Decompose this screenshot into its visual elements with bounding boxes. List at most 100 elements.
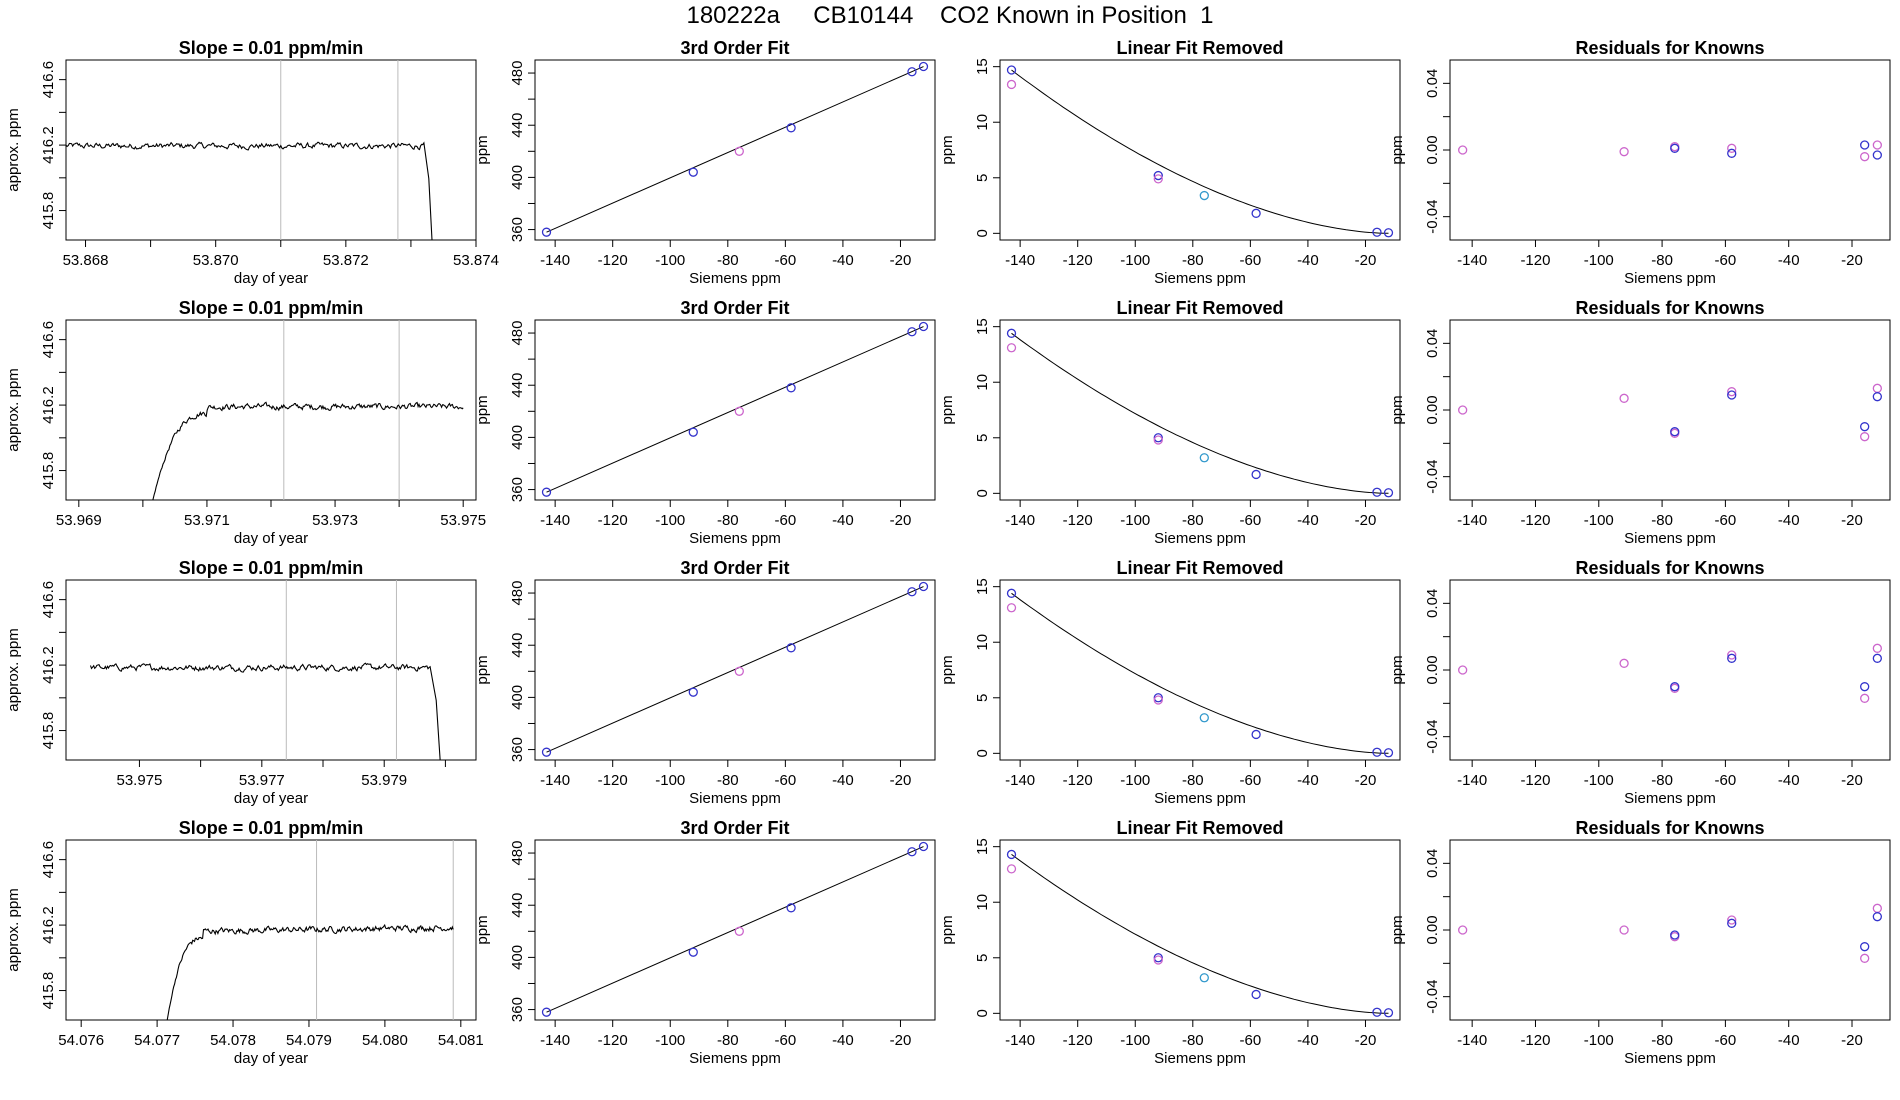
panel-r3-c3-point bbox=[1872, 912, 1882, 922]
panel-r3-c3-point bbox=[1727, 915, 1737, 925]
panel-r0-c3-point bbox=[1670, 143, 1680, 153]
panel-r3-c0-xtick-label: 54.078 bbox=[210, 1032, 256, 1049]
panel-r1-c3-ytick-label: 0.00 bbox=[1424, 395, 1441, 424]
panel-r2-c3-xtick-label: -140 bbox=[1457, 772, 1487, 789]
panel-r3-c2-point bbox=[1006, 849, 1017, 860]
panel-r1-c1-ylabel: ppm bbox=[474, 395, 491, 424]
panel-r2-c1-plot-area bbox=[541, 581, 929, 757]
panel-r2-c0-xtick-label: 53.979 bbox=[361, 772, 407, 789]
panel-r3-c0-frame bbox=[65, 839, 477, 1021]
panel-r1-c1-xtick-label: -40 bbox=[832, 512, 854, 529]
panel-r3-c1-xlabel: Siemens ppm bbox=[689, 1050, 781, 1067]
panel-r3-c0: Slope = 0.01 ppm/min 54.076 54.077 54.078 54… bbox=[5, 818, 484, 1067]
panel-r0-c2-xlabel: Siemens ppm bbox=[1154, 270, 1246, 287]
panel-r3-c3-point bbox=[1860, 942, 1870, 952]
panel-r2-c1-xtick-label: -20 bbox=[890, 772, 912, 789]
panel-r3-c2-ytick-label: 15 bbox=[974, 838, 991, 855]
panel-r0-c3-xtick-label: -40 bbox=[1778, 252, 1800, 269]
panel-r3-c3-xtick-label: -120 bbox=[1520, 1032, 1550, 1049]
panel-r3-c1-xtick-label: -40 bbox=[832, 1032, 854, 1049]
panel-r1-c2-xtick-label: -20 bbox=[1355, 512, 1377, 529]
panel-r3-c3-frame bbox=[1449, 839, 1891, 1021]
panel-r1-c3-xlabel: Siemens ppm bbox=[1624, 530, 1716, 547]
panel-r2-c1-xtick-label: -100 bbox=[655, 772, 685, 789]
panel-r0-c2: Linear Fit Removed -140 -120 -100 -80 -60 -40 -… bbox=[939, 38, 1401, 287]
panel-r1-c1-point bbox=[907, 327, 917, 337]
panel-r3-c2-xlabel: Siemens ppm bbox=[1154, 1050, 1246, 1067]
panel-r1-c3: Residuals for Knowns -140 -120 -100 -80 -60 -4… bbox=[1389, 298, 1891, 547]
panel-r2-c3-xlabel: Siemens ppm bbox=[1624, 790, 1716, 807]
panel-r0-c1-xtick-label: -100 bbox=[655, 252, 685, 269]
panel-r0-c2-ylabel: ppm bbox=[939, 135, 956, 164]
panel-r1-c2-frame bbox=[999, 319, 1401, 501]
panel-r1-c2-ytick-label: 10 bbox=[974, 374, 991, 391]
panel-r2-c3-ytick-label: 0.04 bbox=[1424, 589, 1441, 618]
panel-r1-c2-point bbox=[1251, 469, 1261, 480]
panel-r2-c0-xlabel: day of year bbox=[234, 790, 308, 807]
panel-r1-c1-ytick-label: 440 bbox=[509, 373, 526, 398]
panel-r0-c3-point bbox=[1860, 140, 1870, 150]
panel-r2-c0-xtick-label: 53.975 bbox=[116, 772, 162, 789]
panel-r3-c2-point bbox=[1199, 973, 1209, 983]
panel-r3-c3-xtick-label: -80 bbox=[1651, 1032, 1673, 1049]
panel-r0-c2-point bbox=[1383, 228, 1394, 238]
panel-r2-c2-ytick-label: 5 bbox=[974, 694, 991, 702]
panel-r1-c1-ytick-label: 400 bbox=[509, 425, 526, 450]
panel-r2-c2-frame bbox=[999, 579, 1401, 761]
panel-r3-c1-ylabel: ppm bbox=[474, 915, 491, 944]
panel-r3-c1-title: 3rd Order Fit bbox=[680, 818, 789, 838]
panel-r3-c3-xtick-label: -40 bbox=[1778, 1032, 1800, 1049]
panel-r1-c2: Linear Fit Removed -140 -120 -100 -80 -60 -40 -… bbox=[939, 298, 1401, 547]
panel-r3-c3-point bbox=[1727, 918, 1737, 928]
panel-r1-c1: 3rd Order Fit -140 -120 -100 -80 -60 -40 -20 360… bbox=[474, 298, 936, 547]
panel-r3-c3-title: Residuals for Knowns bbox=[1575, 818, 1764, 838]
panel-r1-c1-plot-area bbox=[541, 321, 929, 497]
panel-r0-c2-plot-area bbox=[1006, 65, 1394, 238]
figure-title: 180222a CB10144 CO2 Known in Position 1 bbox=[686, 2, 1214, 29]
panel-r1-c3-ytick-label: -0.04 bbox=[1424, 460, 1441, 494]
panel-r1-c3-xtick-label: -80 bbox=[1651, 512, 1673, 529]
panel-r1-c1-xtick-label: -60 bbox=[775, 512, 797, 529]
panel-r3-c2-ytick-label: 5 bbox=[974, 954, 991, 962]
panel-r3-c3-point bbox=[1670, 930, 1680, 940]
panel-r2-c2-point bbox=[1006, 603, 1017, 613]
panel-r2-c0-frame bbox=[65, 579, 477, 761]
panel-r2-c1-ytick-label: 360 bbox=[509, 737, 526, 762]
panel-r0-c0-title: Slope = 0.01 ppm/min bbox=[179, 38, 364, 58]
panel-r3-c2-point bbox=[1383, 1008, 1394, 1018]
panel-r3-c3: Residuals for Knowns -140 -120 -100 -80 -60 -4… bbox=[1389, 818, 1891, 1067]
panel-r0-c2-ytick-label: 5 bbox=[974, 174, 991, 182]
panel-r0-c1-point bbox=[918, 61, 929, 72]
panel-r0-c3-ylabel: ppm bbox=[1389, 135, 1406, 164]
panel-r3-c1-ytick-label: 440 bbox=[509, 893, 526, 918]
panel-r0-c0: Slope = 0.01 ppm/min 53.868 53.870 53.872 53… bbox=[5, 38, 499, 287]
panel-r1-c1-ytick-label: 480 bbox=[509, 321, 526, 346]
panel-r1-c2-ytick-label: 15 bbox=[974, 318, 991, 335]
panel-r1-c1-title: 3rd Order Fit bbox=[680, 298, 789, 318]
panel-r2-c1-ytick-label: 400 bbox=[509, 685, 526, 710]
panel-r1-c2-ylabel: ppm bbox=[939, 395, 956, 424]
panel-r1-c0-plot-area bbox=[152, 320, 464, 500]
panel-r1-c2-point bbox=[1153, 435, 1163, 445]
panel-r3-c0-xtick-label: 54.077 bbox=[134, 1032, 180, 1049]
panel-r1-c3-xtick-label: -140 bbox=[1457, 512, 1487, 529]
panel-r1-c2-point bbox=[1383, 488, 1394, 498]
panel-r2-c2: Linear Fit Removed -140 -120 -100 -80 -60 -40 -… bbox=[939, 558, 1401, 807]
panel-r0-c3-xtick-label: -140 bbox=[1457, 252, 1487, 269]
panel-r0-c1-frame bbox=[534, 59, 936, 241]
panel-r0-c1-xtick-label: -120 bbox=[598, 252, 628, 269]
panel-r3-c1-point bbox=[688, 947, 698, 957]
panel-r1-c3-title: Residuals for Knowns bbox=[1575, 298, 1764, 318]
panel-r3-c1-ytick-label: 480 bbox=[509, 841, 526, 866]
panel-r2-c3-point bbox=[1860, 682, 1870, 692]
panel-r1-c2-ytick-label: 5 bbox=[974, 434, 991, 442]
panel-r0-c1-ytick-label: 360 bbox=[509, 217, 526, 242]
panel-r0-c0-xtick-label: 53.868 bbox=[63, 252, 109, 269]
panel-r2-c2-xlabel: Siemens ppm bbox=[1154, 790, 1246, 807]
panel-r0-c2-point bbox=[1251, 208, 1261, 218]
panel-r0-c0-ytick-label: 415.8 bbox=[40, 192, 57, 230]
panel-r1-c1-point bbox=[541, 487, 552, 497]
panel-r3-c1-ytick-label: 360 bbox=[509, 997, 526, 1022]
panel-r2-c2-ytick-label: 15 bbox=[974, 578, 991, 595]
panel-r1-c1-xtick-label: -20 bbox=[890, 512, 912, 529]
